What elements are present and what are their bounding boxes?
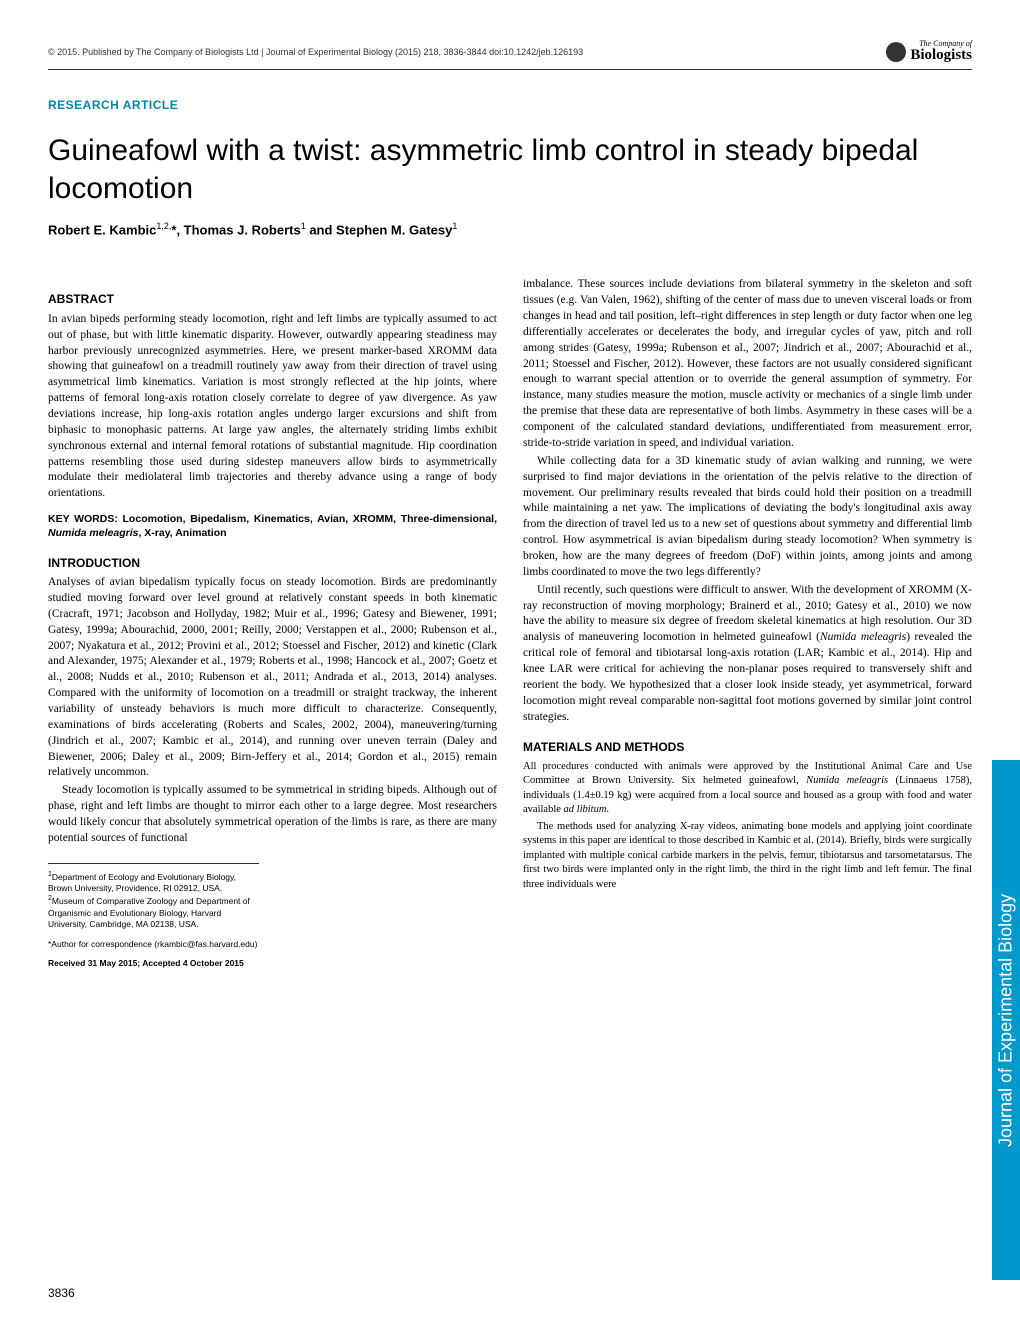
page-container: © 2015. Published by The Company of Biol…	[0, 0, 1020, 998]
citation-line: © 2015. Published by The Company of Biol…	[48, 47, 583, 57]
affiliations-block: 1Department of Ecology and Evolutionary …	[48, 863, 259, 970]
keywords-prefix: KEY WORDS: Locomotion, Bipedalism, Kinem…	[48, 513, 497, 525]
author-1: Robert E. Kambic	[48, 222, 156, 237]
publisher-logo: The Company of Biologists	[886, 40, 972, 63]
author-3-affil: 1	[452, 221, 457, 231]
right-column: imbalance. These sources include deviati…	[523, 277, 972, 977]
affil-2: Museum of Comparative Zoology and Depart…	[48, 896, 250, 929]
received-accepted: Received 31 May 2015; Accepted 4 October…	[48, 958, 259, 969]
header-bar: © 2015. Published by The Company of Biol…	[48, 40, 972, 70]
keywords-tail: , X-ray, Animation	[138, 527, 226, 539]
col2-paragraph-1: imbalance. These sources include deviati…	[523, 277, 972, 451]
biologists-roundel-icon	[886, 42, 906, 62]
col2-p3-b: ) revealed the critical role of femoral …	[523, 631, 972, 722]
abstract-heading: ABSTRACT	[48, 291, 497, 308]
affiliation-text: 1Department of Ecology and Evolutionary …	[48, 870, 259, 931]
author-3: and Stephen M. Gatesy	[306, 222, 453, 237]
article-title: Guineafowl with a twist: asymmetric limb…	[48, 132, 972, 207]
correspondence: *Author for correspondence (rkambic@fas.…	[48, 939, 259, 950]
keywords-species: Numida meleagris	[48, 527, 138, 539]
methods-p1-c: .	[606, 804, 609, 815]
abstract-text: In avian bipeds performing steady locomo…	[48, 312, 497, 502]
methods-adlib: ad libitum	[564, 804, 607, 815]
intro-heading: INTRODUCTION	[48, 555, 497, 572]
article-type-label: RESEARCH ARTICLE	[48, 98, 972, 112]
methods-paragraph-2: The methods used for analyzing X-ray vid…	[523, 820, 972, 892]
col2-p3-species: Numida meleagris	[820, 631, 906, 643]
author-list: Robert E. Kambic1,2,*, Thomas J. Roberts…	[48, 221, 972, 237]
methods-paragraph-1: All procedures conducted with animals we…	[523, 760, 972, 818]
logo-name: Biologists	[910, 48, 972, 63]
page-number: 3836	[48, 1286, 75, 1300]
col2-paragraph-2: While collecting data for a 3D kinematic…	[523, 454, 972, 581]
affil-1: Department of Ecology and Evolutionary B…	[48, 872, 236, 893]
methods-species: Numida meleagris	[806, 775, 888, 786]
left-column: ABSTRACT In avian bipeds performing stea…	[48, 277, 497, 977]
author-2: , Thomas J. Roberts	[176, 222, 300, 237]
intro-paragraph-1: Analyses of avian bipedalism typically f…	[48, 575, 497, 781]
methods-heading: MATERIALS AND METHODS	[523, 739, 972, 756]
intro-paragraph-2: Steady locomotion is typically assumed t…	[48, 783, 497, 846]
body-columns: ABSTRACT In avian bipeds performing stea…	[48, 277, 972, 977]
author-1-affil: 1,2,	[156, 221, 171, 231]
journal-side-tab: Journal of Experimental Biology	[992, 760, 1020, 1280]
keywords-line: KEY WORDS: Locomotion, Bipedalism, Kinem…	[48, 512, 497, 540]
col2-paragraph-3: Until recently, such questions were diff…	[523, 583, 972, 726]
